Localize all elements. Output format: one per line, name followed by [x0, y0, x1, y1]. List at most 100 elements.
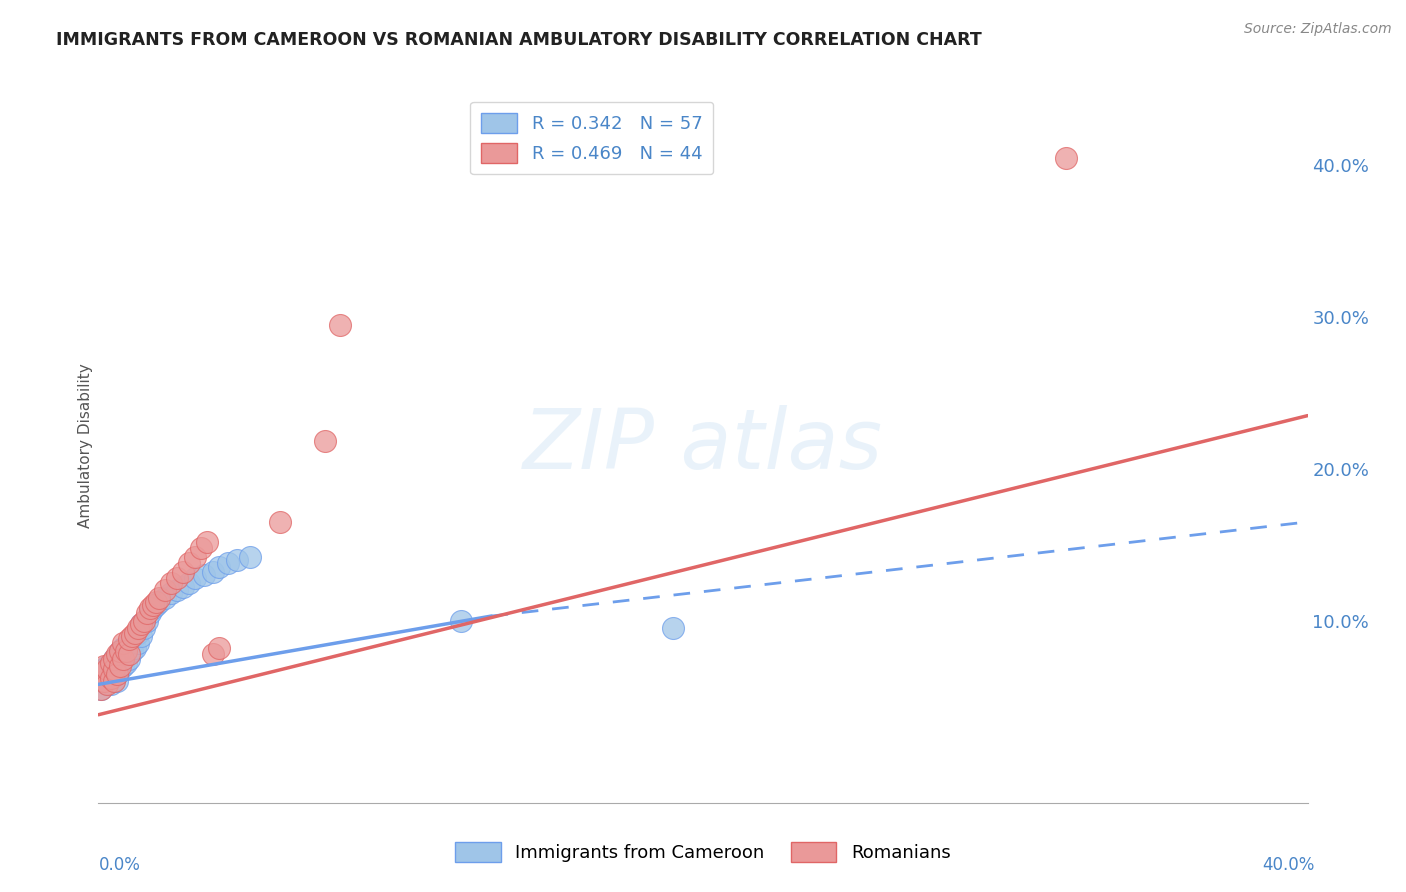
- Point: [105, 659, 128, 673]
- Point: [135, 614, 157, 628]
- Point: [226, 553, 249, 567]
- Point: [184, 549, 207, 564]
- Point: [139, 601, 162, 615]
- Point: [450, 614, 472, 628]
- Point: [118, 636, 141, 650]
- Point: [111, 640, 134, 655]
- Point: [127, 636, 149, 650]
- Point: [160, 575, 183, 590]
- Point: [142, 601, 165, 615]
- Point: [103, 651, 125, 665]
- Point: [118, 632, 141, 646]
- Text: IMMIGRANTS FROM CAMEROON VS ROMANIAN AMBULATORY DISABILITY CORRELATION CHART: IMMIGRANTS FROM CAMEROON VS ROMANIAN AMB…: [56, 31, 981, 49]
- Legend: Immigrants from Cameroon, Romanians: Immigrants from Cameroon, Romanians: [449, 834, 957, 870]
- Point: [93, 671, 115, 685]
- Point: [90, 681, 112, 696]
- Point: [111, 651, 134, 665]
- Point: [127, 621, 149, 635]
- Point: [239, 549, 262, 564]
- Y-axis label: Ambulatory Disability: Ambulatory Disability: [77, 364, 93, 528]
- Point: [111, 659, 134, 673]
- Point: [100, 677, 122, 691]
- Point: [129, 616, 152, 631]
- Point: [184, 571, 207, 585]
- Point: [269, 515, 291, 529]
- Point: [90, 681, 112, 696]
- Point: [108, 656, 131, 670]
- Point: [166, 583, 188, 598]
- Point: [108, 644, 131, 658]
- Point: [166, 571, 188, 585]
- Text: 0.0%: 0.0%: [98, 855, 141, 873]
- Point: [160, 586, 183, 600]
- Point: [105, 647, 128, 661]
- Point: [108, 659, 131, 673]
- Point: [208, 640, 231, 655]
- Point: [172, 565, 194, 579]
- Point: [217, 556, 239, 570]
- Point: [93, 674, 115, 689]
- Point: [142, 599, 165, 613]
- Point: [121, 632, 143, 646]
- Point: [96, 662, 118, 676]
- Point: [118, 644, 141, 658]
- Point: [90, 674, 112, 689]
- Point: [172, 580, 194, 594]
- Point: [103, 651, 125, 665]
- Point: [179, 556, 201, 570]
- Point: [118, 647, 141, 661]
- Point: [96, 659, 118, 673]
- Point: [148, 595, 170, 609]
- Point: [121, 644, 143, 658]
- Point: [193, 568, 215, 582]
- Point: [135, 606, 157, 620]
- Text: 40.0%: 40.0%: [1263, 855, 1315, 873]
- Point: [100, 659, 122, 673]
- Point: [118, 651, 141, 665]
- Point: [153, 583, 176, 598]
- Point: [103, 666, 125, 681]
- Point: [105, 651, 128, 665]
- Point: [100, 670, 122, 684]
- Point: [121, 629, 143, 643]
- Point: [114, 647, 136, 661]
- Point: [329, 318, 352, 332]
- Point: [124, 629, 146, 643]
- Point: [105, 666, 128, 681]
- Point: [100, 671, 122, 685]
- Point: [105, 674, 128, 689]
- Point: [127, 625, 149, 640]
- Point: [190, 541, 212, 555]
- Point: [129, 616, 152, 631]
- Point: [114, 656, 136, 670]
- Point: [111, 651, 134, 665]
- Point: [195, 534, 218, 549]
- Point: [314, 434, 336, 449]
- Point: [1054, 151, 1077, 165]
- Point: [148, 591, 170, 605]
- Point: [96, 677, 118, 691]
- Point: [662, 621, 685, 635]
- Point: [145, 595, 167, 609]
- Point: [93, 659, 115, 673]
- Text: Source: ZipAtlas.com: Source: ZipAtlas.com: [1244, 22, 1392, 37]
- Point: [114, 644, 136, 658]
- Legend: R = 0.342   N = 57, R = 0.469   N = 44: R = 0.342 N = 57, R = 0.469 N = 44: [470, 102, 713, 174]
- Point: [105, 666, 128, 681]
- Point: [208, 560, 231, 574]
- Point: [129, 629, 152, 643]
- Point: [124, 640, 146, 655]
- Point: [132, 621, 155, 635]
- Point: [124, 625, 146, 640]
- Point: [139, 606, 162, 620]
- Point: [108, 644, 131, 658]
- Point: [100, 656, 122, 670]
- Point: [202, 647, 225, 661]
- Point: [111, 636, 134, 650]
- Point: [202, 565, 225, 579]
- Point: [108, 662, 131, 676]
- Point: [93, 662, 115, 676]
- Point: [153, 591, 176, 605]
- Point: [103, 674, 125, 689]
- Point: [103, 662, 125, 676]
